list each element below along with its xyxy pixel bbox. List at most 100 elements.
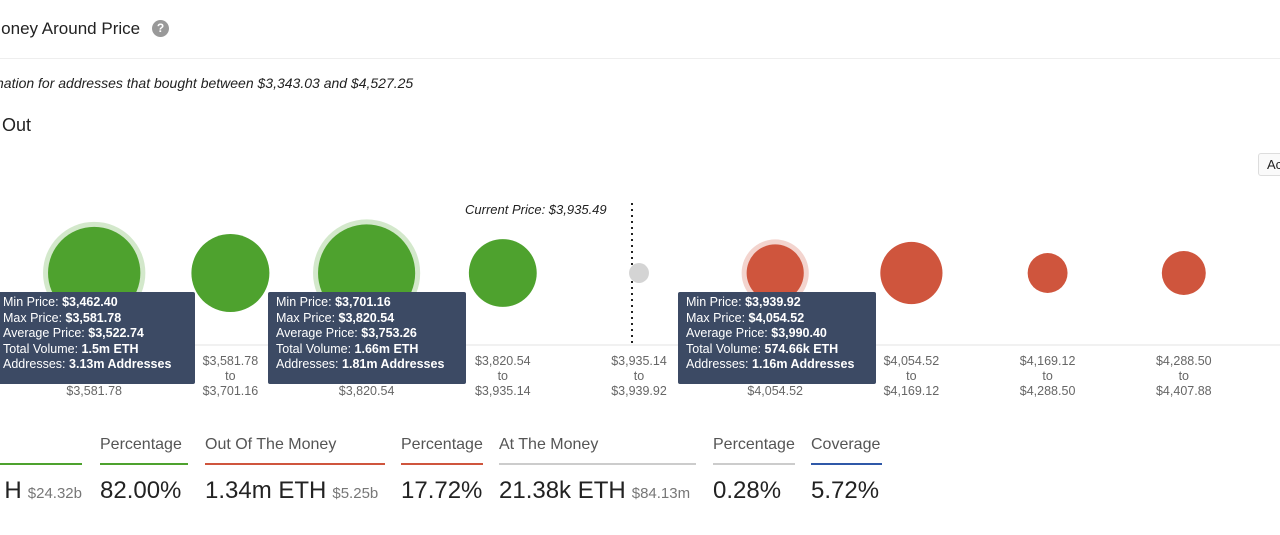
tooltip-value: $3,522.74 bbox=[88, 326, 144, 340]
range-line: $4,169.12 bbox=[1019, 354, 1076, 368]
section-title: Out bbox=[2, 115, 32, 135]
bubble bbox=[1161, 251, 1206, 295]
range-label: $4,288.50 to $4,407.88 bbox=[1134, 354, 1234, 399]
stat-title: At The Money bbox=[499, 436, 696, 465]
stat: At The Money 21.38k ETH $84.13m bbox=[499, 436, 696, 505]
bubble bbox=[746, 244, 804, 302]
tooltip-row: Max Price: $3,820.54 bbox=[276, 311, 458, 327]
bubble bbox=[468, 239, 537, 307]
bubble bbox=[880, 241, 943, 305]
stat: Percentage 0.28% bbox=[713, 436, 795, 505]
button[interactable]: Ac bbox=[1258, 153, 1280, 176]
tooltip-row: Min Price: $3,462.40 bbox=[3, 295, 187, 311]
tooltip: Min Price: $3,462.40 Max Price: $3,581.78… bbox=[0, 292, 195, 384]
tooltip-row: Max Price: $3,581.78 bbox=[3, 311, 187, 327]
stat-value: 0.28% bbox=[713, 477, 795, 505]
tooltip-row: Addresses: 3.13m Addresses bbox=[3, 357, 187, 373]
stat: H $24.32b bbox=[0, 436, 82, 505]
bubble bbox=[1027, 253, 1068, 293]
stat-number: H bbox=[4, 477, 22, 504]
range-label: $3,581.78 to $3,701.16 bbox=[180, 354, 280, 399]
stat-number: 1.34m ETH bbox=[205, 477, 327, 504]
stat-value: 82.00% bbox=[100, 477, 188, 505]
range-line: to bbox=[1178, 369, 1190, 383]
stat-sub: $5.25b bbox=[332, 485, 379, 502]
tooltip-value: 3.13m Addresses bbox=[69, 357, 172, 371]
range-label: $4,054.52 to $4,169.12 bbox=[861, 354, 961, 399]
range-line: to bbox=[906, 369, 917, 383]
tooltip-row: Addresses: 1.81m Addresses bbox=[276, 357, 458, 373]
panel-title: Money Around Price bbox=[0, 19, 141, 38]
tooltip-value: $3,581.78 bbox=[65, 310, 122, 325]
range-line: $3,701.16 bbox=[202, 384, 259, 398]
tooltip: Min Price: $3,939.92 Max Price: $4,054.52… bbox=[678, 292, 876, 384]
tooltip-value: 574.66k ETH bbox=[764, 341, 839, 356]
range-line: $3,581.78 bbox=[202, 354, 259, 368]
stat: Percentage 17.72% bbox=[401, 436, 483, 505]
tooltip-row: Min Price: $3,701.16 bbox=[276, 295, 458, 311]
stat-value: H $24.32b bbox=[0, 477, 82, 505]
range-line: $4,407.88 bbox=[1155, 384, 1212, 398]
range-line: $3,935.14 bbox=[611, 354, 667, 368]
tooltip-key: Addresses: bbox=[3, 357, 66, 371]
stat-sub: $24.32b bbox=[27, 485, 82, 502]
tooltip-row: Addresses: 1.16m Addresses bbox=[686, 357, 868, 373]
stat-title: Percentage bbox=[713, 436, 795, 465]
stat-title: Percentage bbox=[100, 436, 188, 465]
range-label: $4,169.12 to $4,288.50 bbox=[998, 354, 1098, 399]
tooltip-key: Average Price: bbox=[3, 326, 85, 340]
tooltip-value: $3,753.26 bbox=[361, 326, 417, 340]
tooltip-value: 1.66m ETH bbox=[354, 341, 419, 356]
tooltip-value: 1.81m Addresses bbox=[342, 357, 445, 371]
divider bbox=[0, 58, 1280, 59]
range-line: to bbox=[633, 369, 645, 383]
tooltip-key: Average Price: bbox=[686, 326, 768, 340]
range-line: $3,939.92 bbox=[611, 384, 667, 398]
range-label: $3,935.14 to $3,939.92 bbox=[589, 354, 689, 399]
stat-value: 21.38k ETH $84.13m bbox=[499, 477, 696, 505]
stat-number: 0.28% bbox=[713, 477, 782, 504]
range-line: $4,169.12 bbox=[883, 384, 940, 398]
tooltip-value: $4,054.52 bbox=[748, 310, 805, 325]
range-line: to bbox=[497, 369, 509, 383]
tooltip-row: Total Volume: 1.66m ETH bbox=[276, 342, 458, 358]
tooltip-key: Addresses: bbox=[276, 357, 339, 371]
range-line: $4,054.52 bbox=[883, 354, 940, 368]
tooltip-row: Max Price: $4,054.52 bbox=[686, 311, 868, 327]
tooltip-key: Total Volume: bbox=[3, 341, 79, 356]
range-line: to bbox=[225, 369, 236, 383]
help-icon[interactable]: ? bbox=[152, 20, 169, 37]
range-line: $4,288.50 bbox=[1019, 384, 1076, 398]
tooltip-key: Min Price: bbox=[3, 295, 59, 309]
tooltip-key: Total Volume: bbox=[276, 341, 352, 356]
tooltip-row: Min Price: $3,939.92 bbox=[686, 295, 868, 311]
range-line: $3,581.78 bbox=[66, 384, 122, 398]
tooltip-key: Average Price: bbox=[276, 326, 358, 340]
stat-value: 1.34m ETH $5.25b bbox=[205, 477, 385, 505]
tooltip-value: $3,462.40 bbox=[62, 295, 118, 309]
range-line: to bbox=[1042, 369, 1053, 383]
tooltip-row: Average Price: $3,990.40 bbox=[686, 326, 868, 342]
stat-title: Percentage bbox=[401, 436, 483, 465]
range-line: $3,935.14 bbox=[474, 384, 531, 398]
tooltip-row: Average Price: $3,753.26 bbox=[276, 326, 458, 342]
tooltip-row: Total Volume: 1.5m ETH bbox=[3, 342, 187, 358]
stat-number: 21.38k ETH bbox=[499, 477, 626, 504]
stat-value: 5.72% bbox=[811, 477, 882, 505]
tooltip-value: 1.16m Addresses bbox=[752, 357, 855, 371]
stat: Out Of The Money 1.34m ETH $5.25b bbox=[205, 436, 385, 505]
stat: Percentage 82.00% bbox=[100, 436, 188, 505]
tooltip-key: Max Price: bbox=[276, 310, 336, 325]
stat-title bbox=[0, 436, 82, 465]
tooltip-key: Total Volume: bbox=[686, 341, 762, 356]
stat-title: Out Of The Money bbox=[205, 436, 385, 465]
tooltip-key: Addresses: bbox=[686, 357, 749, 371]
stat-sub: $84.13m bbox=[631, 485, 691, 502]
tooltip-row: Average Price: $3,522.74 bbox=[3, 326, 187, 342]
range-line: $4,054.52 bbox=[747, 384, 803, 398]
tooltip-key: Max Price: bbox=[3, 310, 63, 325]
tooltip-value: $3,701.16 bbox=[335, 295, 391, 309]
stat-title: Coverage bbox=[811, 436, 882, 465]
range-line: $3,820.54 bbox=[338, 384, 395, 398]
